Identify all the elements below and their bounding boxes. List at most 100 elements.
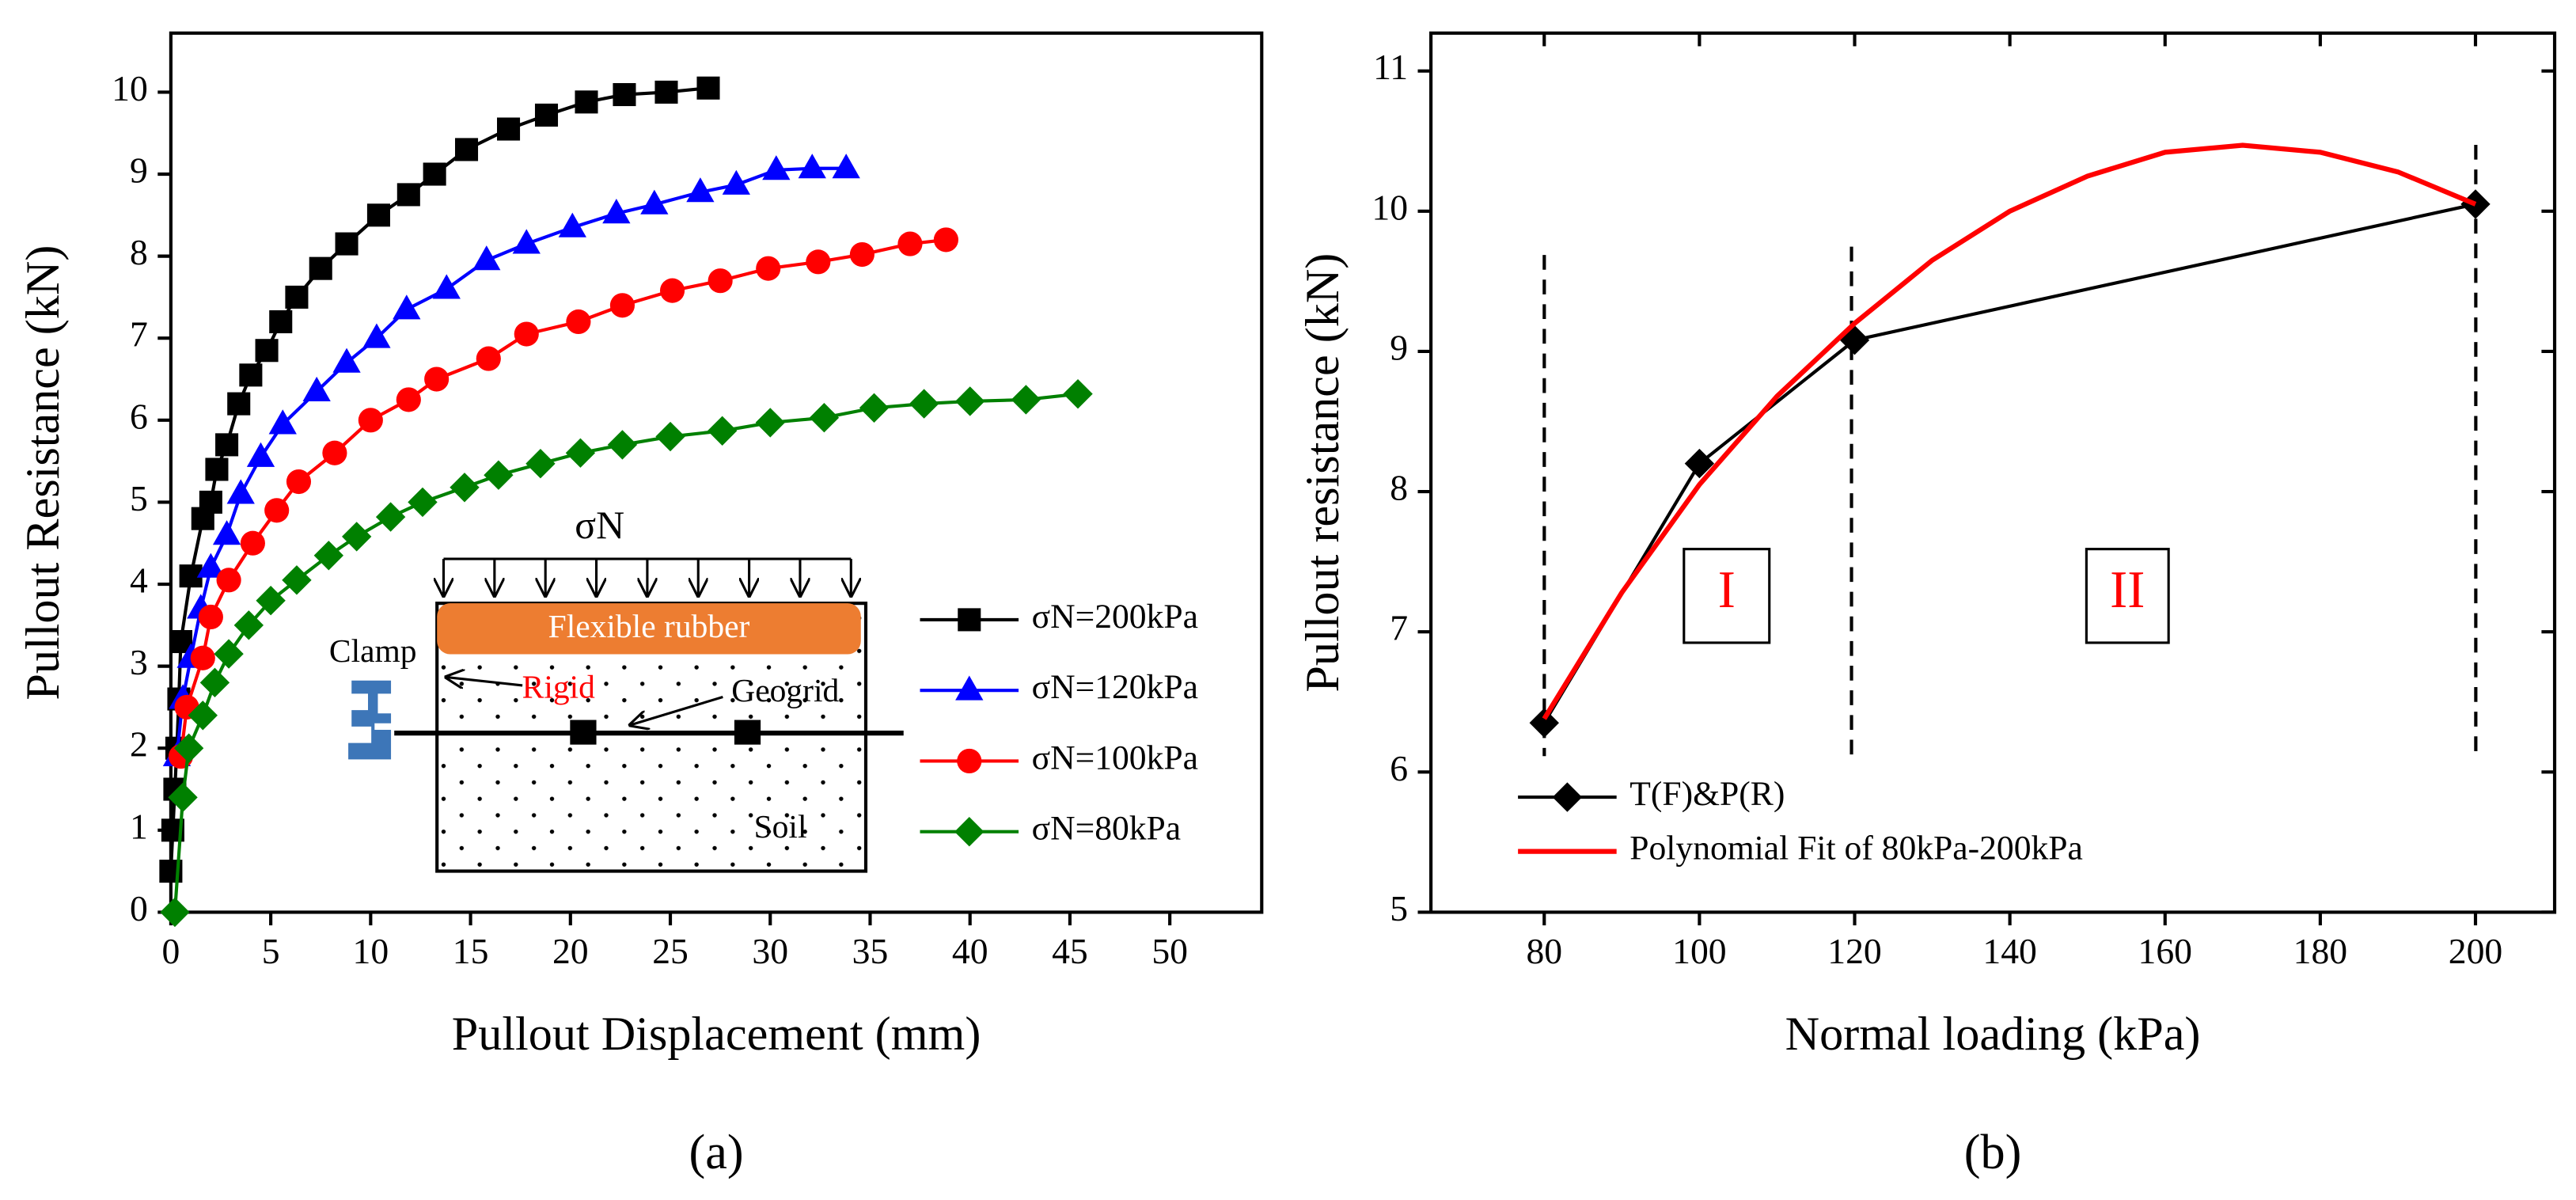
x-tick-label: 120	[1827, 931, 1881, 971]
marker	[1529, 708, 1559, 738]
legend-marker	[958, 608, 981, 632]
marker	[362, 323, 391, 348]
marker	[654, 80, 678, 104]
y-tick-label: 8	[1390, 468, 1408, 508]
marker	[199, 490, 222, 514]
marker	[286, 469, 312, 495]
marker	[1063, 378, 1093, 409]
marker	[476, 346, 501, 371]
marker	[313, 541, 344, 571]
panel-label: (a)	[689, 1126, 744, 1179]
x-tick-label: 160	[2138, 931, 2192, 971]
marker	[640, 189, 669, 215]
marker	[454, 138, 479, 161]
marker	[756, 256, 781, 281]
marker	[708, 268, 733, 294]
x-tick-label: 25	[652, 931, 689, 971]
marker	[575, 90, 598, 114]
marker	[168, 782, 198, 813]
marker	[558, 212, 586, 237]
y-tick-label: 2	[130, 724, 148, 765]
marker	[798, 154, 826, 179]
y-tick-label: 11	[1373, 47, 1408, 87]
x-axis-label: Pullout Displacement (mm)	[452, 1008, 981, 1061]
x-tick-label: 140	[1982, 931, 2036, 971]
inset-diagram: σN Flexible rubber Clamp Rigid Geogrid S…	[329, 503, 904, 873]
marker	[366, 203, 390, 227]
y-tick-label: 8	[130, 232, 148, 272]
y-tick-label: 3	[130, 642, 148, 682]
marker	[240, 530, 265, 556]
x-tick-label: 100	[1672, 931, 1726, 971]
marker	[933, 227, 958, 253]
marker	[358, 408, 383, 433]
marker	[309, 256, 332, 280]
legend-label: Polynomial Fit of 80kPa-200kPa	[1629, 830, 2083, 868]
legend-marker	[1552, 782, 1583, 812]
marker	[198, 604, 223, 630]
x-tick-label: 200	[2449, 931, 2502, 971]
marker	[955, 386, 985, 416]
marker	[246, 442, 275, 467]
y-tick-label: 4	[130, 560, 148, 601]
marker	[302, 376, 331, 402]
x-tick-label: 15	[453, 931, 489, 971]
y-tick-label: 5	[1390, 888, 1408, 928]
marker	[408, 487, 438, 518]
region-boxes	[1683, 548, 2170, 644]
annotation: Geogrid	[731, 672, 839, 708]
marker	[525, 449, 556, 479]
legend-label: σN=200kPa	[1032, 598, 1198, 636]
marker	[686, 177, 715, 203]
marker	[762, 155, 791, 180]
marker	[190, 645, 215, 670]
marker	[233, 610, 264, 640]
annotation: σN	[575, 503, 624, 547]
marker	[215, 433, 239, 457]
marker	[239, 363, 263, 387]
marker	[565, 438, 596, 468]
marker	[282, 565, 312, 595]
annotation: Flexible rubber	[548, 608, 750, 644]
y-tick-label: 6	[130, 396, 148, 436]
y-tick-label: 7	[130, 314, 148, 355]
marker	[285, 285, 309, 309]
marker	[755, 408, 785, 438]
panel-label: (b)	[1964, 1126, 2022, 1179]
marker	[335, 232, 359, 256]
x-tick-label: 20	[552, 931, 589, 971]
marker	[424, 366, 450, 392]
marker	[227, 392, 251, 416]
x-tick-label: 180	[2293, 931, 2347, 971]
marker	[514, 321, 539, 347]
marker	[484, 460, 514, 490]
marker	[849, 241, 874, 268]
annotation: Clamp	[329, 632, 417, 669]
series-line	[1542, 202, 2476, 724]
marker	[497, 117, 521, 141]
series-line	[1542, 142, 2477, 720]
y-tick-label: 9	[1390, 327, 1408, 367]
reference-lines	[1542, 144, 2478, 760]
marker	[393, 294, 421, 320]
y-tick-label: 7	[1390, 608, 1408, 648]
marker	[1011, 385, 1041, 415]
x-tick-label: 30	[752, 931, 788, 971]
marker	[809, 403, 840, 433]
marker	[173, 733, 204, 763]
marker	[332, 347, 361, 373]
marker	[423, 162, 446, 186]
marker	[216, 568, 241, 593]
marker	[512, 229, 541, 254]
marker	[212, 520, 241, 545]
marker	[396, 387, 421, 412]
series	[1542, 142, 2477, 720]
legend-marker	[954, 817, 984, 847]
legend-marker	[955, 675, 984, 701]
marker	[214, 639, 244, 669]
y-tick-label: 5	[130, 478, 148, 518]
marker	[322, 440, 347, 465]
x-tick-label: 50	[1151, 931, 1188, 971]
marker	[607, 430, 638, 460]
